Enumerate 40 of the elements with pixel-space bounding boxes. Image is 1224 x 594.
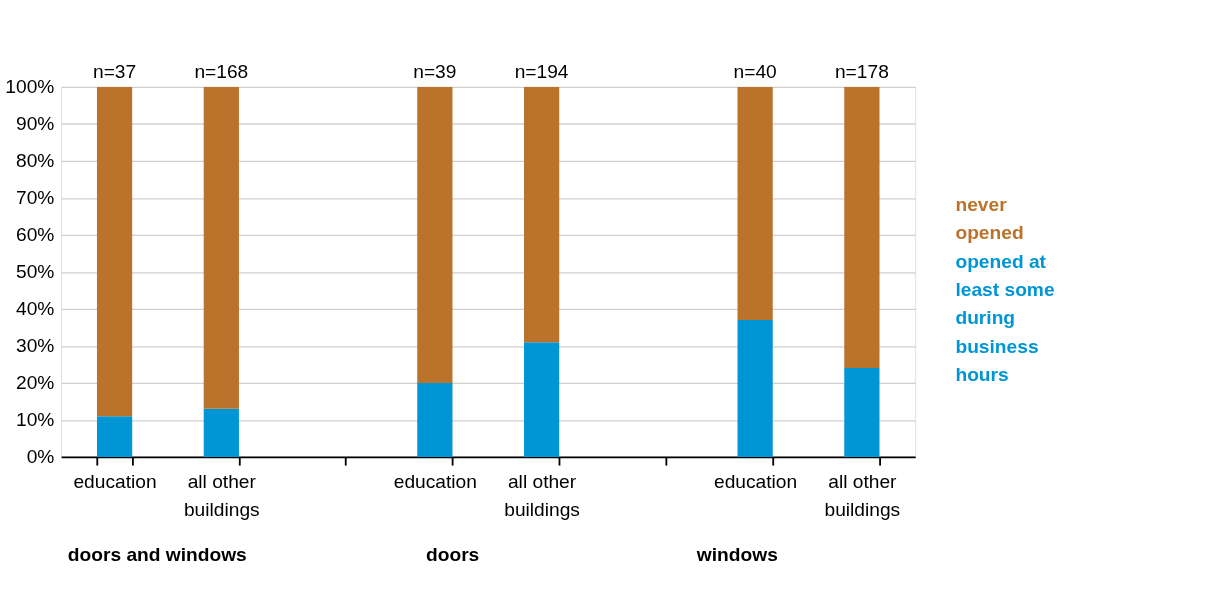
bar: [523, 342, 560, 457]
x-tick-label: education: [714, 471, 798, 493]
text: n=194: [514, 60, 569, 82]
text: n=39: [413, 60, 457, 82]
bar: [417, 86, 453, 383]
bar: [737, 86, 773, 321]
y-tick-label: 40%: [15, 297, 55, 319]
y-tick-label: 50%: [15, 260, 55, 282]
text: n=40: [733, 60, 777, 82]
x-tick-label: all other buildings: [504, 471, 580, 520]
text: n=37: [92, 60, 137, 82]
text: n=178: [834, 60, 889, 82]
x-tick-label: education: [73, 471, 157, 493]
y-tick-label: 80%: [15, 149, 55, 171]
text: windows: [695, 544, 778, 566]
x-tick-label: all other buildings: [183, 471, 260, 520]
y-tick-label: 20%: [15, 371, 55, 393]
bar: [844, 368, 880, 457]
text: never opened: [955, 194, 1024, 244]
x-tick-label: education: [393, 471, 477, 493]
y-tick-label: 0%: [26, 445, 55, 467]
y-tick-label: 70%: [15, 186, 55, 208]
text: doors and windows: [67, 544, 247, 566]
bar: [203, 86, 239, 409]
text: opened at least some during business hours: [955, 250, 1055, 386]
bar: [737, 320, 773, 457]
bar: [96, 86, 133, 417]
y-tick-label: 60%: [15, 223, 55, 245]
bar: [844, 86, 880, 369]
bar: [417, 382, 453, 457]
bar: [203, 408, 239, 457]
text: doors: [426, 544, 480, 566]
y-tick-label: 10%: [15, 408, 55, 430]
bar: [523, 86, 560, 343]
y-tick-label: 100%: [5, 75, 55, 97]
bar: [96, 416, 133, 457]
text: n=168: [194, 60, 249, 82]
x-tick-label: all other buildings: [824, 471, 901, 520]
y-tick-label: 30%: [15, 334, 55, 356]
y-tick-label: 90%: [15, 112, 55, 134]
